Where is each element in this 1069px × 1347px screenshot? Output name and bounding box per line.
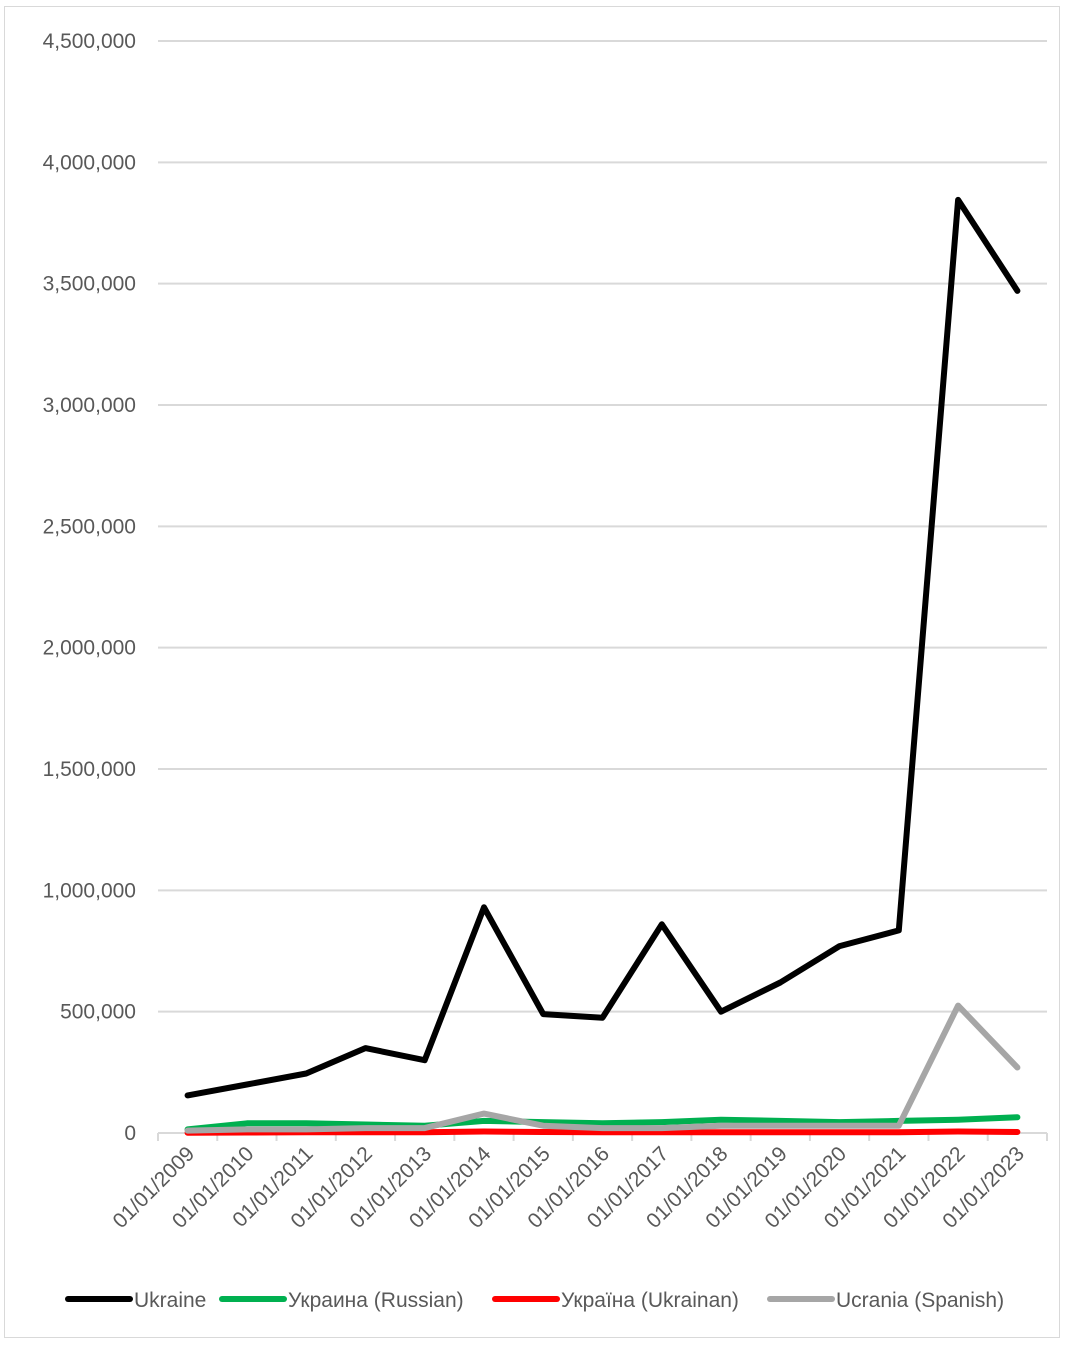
legend-label: Ucrania (Spanish) xyxy=(836,1289,1004,1312)
legend-label: Ukraine xyxy=(134,1289,206,1312)
y-tick-label: 2,000,000 xyxy=(43,637,136,660)
y-tick-label: 2,500,000 xyxy=(43,515,136,538)
series-line-1 xyxy=(184,1114,1021,1133)
legend-label: Україна (Ukrainan) xyxy=(561,1289,739,1312)
y-tick-label: 1,500,000 xyxy=(43,758,136,781)
legend-label: Украина (Russian) xyxy=(288,1289,464,1312)
series-line-0 xyxy=(184,196,1021,1099)
y-tick-label: 4,500,000 xyxy=(43,30,136,53)
y-tick-label: 0 xyxy=(124,1122,136,1145)
y-tick-label: 3,000,000 xyxy=(43,394,136,417)
chart-frame xyxy=(4,6,1060,1338)
series-line-3 xyxy=(184,1002,1021,1134)
y-tick-label: 1,000,000 xyxy=(43,879,136,902)
y-tick-label: 4,000,000 xyxy=(43,151,136,174)
y-tick-label: 500,000 xyxy=(60,1001,136,1024)
series-line-2 xyxy=(184,1128,1021,1136)
y-tick-label: 3,500,000 xyxy=(43,273,136,296)
